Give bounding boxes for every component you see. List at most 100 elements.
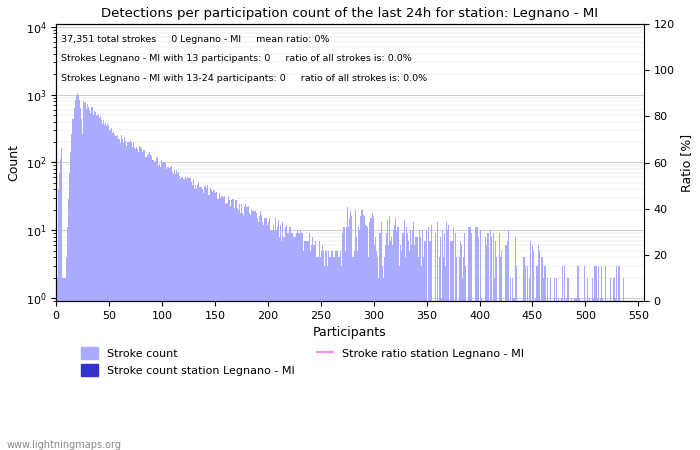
Bar [578,298,580,450]
Bar [416,237,418,450]
Bar [206,188,207,450]
Bar [172,172,173,450]
Bar [486,245,487,450]
Bar [135,149,136,450]
Bar [470,233,472,450]
Bar [326,266,328,450]
Bar [190,178,191,450]
Bar [623,278,624,450]
Bar [297,230,298,450]
Bar [513,298,514,450]
Bar [121,135,122,450]
Bar [402,233,404,450]
Bar [584,266,585,450]
Bar [76,95,77,450]
Bar [567,278,568,450]
Bar [204,186,205,450]
Bar [131,142,132,450]
Bar [617,266,619,450]
Bar [113,135,115,450]
Bar [305,241,307,450]
Bar [615,266,617,450]
Bar [335,251,336,450]
Bar [154,162,155,450]
Bar [130,141,131,450]
Bar [382,266,383,450]
Bar [83,101,84,450]
Bar [118,140,119,450]
Bar [109,130,111,450]
Bar [235,200,237,450]
Bar [94,111,95,450]
Bar [138,152,139,450]
Bar [594,266,596,450]
Bar [69,173,70,450]
Bar [224,196,225,450]
Bar [477,227,478,450]
Bar [571,298,572,450]
Bar [430,241,431,450]
Bar [547,278,548,450]
Bar [160,167,162,450]
Bar [344,251,346,450]
Bar [538,245,540,450]
Bar [331,251,332,450]
Bar [136,147,137,450]
Bar [84,104,85,450]
Bar [442,230,443,450]
Bar [189,178,190,450]
Bar [508,230,509,450]
Bar [122,139,123,450]
Bar [202,189,203,450]
Bar [530,241,531,450]
Bar [439,257,440,450]
Bar [259,216,260,450]
Bar [132,148,133,450]
Bar [463,257,464,450]
Bar [329,257,330,450]
Bar [88,107,90,450]
Bar [157,157,158,450]
Bar [171,166,172,450]
Bar [86,109,88,450]
Bar [222,196,223,450]
Bar [223,197,224,450]
Bar [542,278,544,450]
Bar [209,195,210,450]
Bar [350,212,351,450]
Bar [67,227,68,450]
Bar [394,225,395,450]
Bar [428,227,429,450]
Bar [404,220,405,450]
Bar [390,241,391,450]
Bar [476,227,477,450]
Bar [225,204,226,450]
Bar [330,257,331,450]
Y-axis label: Ratio [%]: Ratio [%] [680,134,693,192]
Bar [587,278,588,450]
Bar [316,257,317,450]
Bar [487,233,489,450]
Bar [100,116,101,450]
Bar [281,241,282,450]
Bar [174,170,175,450]
Bar [576,298,578,450]
Bar [359,230,360,450]
Bar [267,225,268,450]
Bar [298,233,299,450]
Bar [505,245,507,450]
Bar [533,251,534,450]
Bar [169,168,170,450]
Bar [554,278,555,450]
Bar [419,230,420,450]
Bar [429,241,430,450]
Bar [64,278,65,450]
Bar [228,196,229,450]
Bar [358,227,359,450]
Bar [133,142,134,450]
Bar [324,266,326,450]
Bar [193,179,194,450]
Bar [120,143,121,450]
Bar [231,200,232,450]
Bar [468,227,470,450]
